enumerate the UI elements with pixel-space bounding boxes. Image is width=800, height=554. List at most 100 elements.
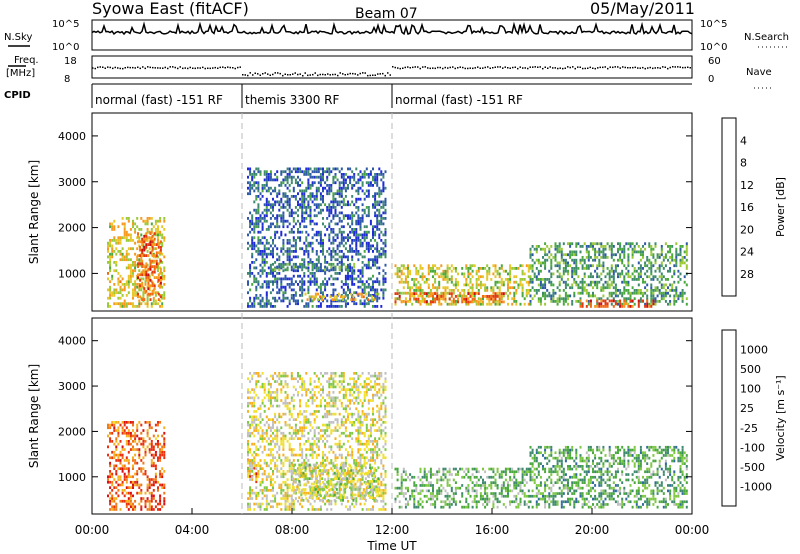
heat-cell [415, 300, 418, 303]
heat-cell [378, 186, 381, 190]
freq-sample [529, 66, 531, 68]
heat-cell [658, 267, 661, 270]
heat-cell [113, 426, 116, 430]
heat-cell [550, 280, 553, 284]
heat-cell [369, 277, 372, 281]
heat-cell [299, 437, 302, 440]
heat-cell [589, 283, 592, 287]
heat-cell [471, 275, 474, 279]
heat-cell [307, 399, 310, 402]
freq-sample [172, 66, 174, 68]
heat-cell [284, 277, 287, 281]
heat-cell [138, 236, 141, 240]
heat-cell [344, 178, 347, 182]
heat-cell [163, 291, 166, 295]
heat-cell [282, 181, 285, 185]
heat-cell [113, 239, 116, 242]
heat-cell [469, 267, 472, 270]
heat-cell [282, 203, 285, 207]
heat-cell [319, 285, 322, 289]
heat-cell [338, 250, 341, 253]
heat-cell [359, 285, 362, 289]
heat-cell [467, 269, 470, 273]
heat-cell [377, 292, 380, 296]
heat-cell [650, 291, 653, 295]
heat-cell [369, 266, 372, 270]
heat-cell [134, 291, 137, 295]
heat-cell [328, 173, 331, 176]
heat-cell [107, 494, 109, 498]
heat-cell [253, 175, 256, 179]
heat-cell [161, 285, 164, 289]
heat-cell [247, 167, 249, 171]
freq-sample [264, 72, 266, 74]
heat-cell [125, 233, 128, 237]
heat-cell [351, 175, 354, 179]
heat-cell [267, 225, 270, 229]
heat-cell [365, 296, 368, 300]
heat-cell [247, 404, 249, 408]
heat-cell [429, 292, 432, 295]
heat-cell [355, 206, 358, 209]
heat-cell [288, 175, 291, 179]
heat-cell [664, 289, 667, 292]
heat-cell [284, 382, 287, 386]
heat-cell [138, 305, 141, 308]
heat-cell [500, 278, 503, 281]
heat-cell [444, 291, 447, 295]
heat-cell [125, 236, 128, 240]
heat-cell [282, 222, 285, 226]
heat-cell [610, 283, 613, 287]
heat-cell [311, 305, 314, 308]
heat-cell [307, 261, 310, 264]
heat-cell [278, 268, 281, 272]
heat-cell [573, 253, 576, 257]
heat-cell [265, 173, 268, 176]
heat-cell [347, 200, 349, 204]
heat-cell [282, 434, 285, 438]
heat-cell [332, 178, 335, 182]
heat-cell [417, 297, 420, 301]
heat-cell [330, 200, 333, 204]
heat-cell [367, 250, 370, 253]
heat-cell [290, 230, 293, 234]
heat-cell [265, 261, 268, 264]
heat-cell [359, 219, 362, 223]
heat-cell [286, 478, 289, 481]
heat-cell [432, 269, 434, 273]
colorbar-tick-label: 4 [740, 134, 747, 147]
heat-cell [479, 286, 482, 290]
heat-cell [610, 247, 613, 251]
heat-cell [265, 274, 268, 278]
heat-cell [267, 178, 270, 182]
heat-cell [374, 263, 377, 267]
heat-cell [602, 283, 605, 287]
heat-cell [253, 296, 256, 300]
heat-cell [610, 253, 613, 257]
heat-cell [454, 300, 457, 303]
heat-cell [247, 467, 249, 470]
heat-cell [417, 300, 420, 304]
heat-cell [259, 214, 262, 218]
heat-cell [594, 242, 597, 246]
heat-cell [525, 289, 528, 292]
heat-cell [564, 264, 567, 268]
heat-cell [299, 206, 302, 209]
heat-cell [123, 302, 126, 306]
heat-cell [490, 302, 493, 306]
heat-cell [440, 291, 443, 295]
heat-cell [290, 415, 293, 419]
heat-cell [550, 267, 553, 270]
heat-cell [683, 275, 686, 279]
heat-cell [429, 269, 432, 273]
heat-cell [157, 245, 160, 249]
heat-cell [311, 192, 314, 196]
heat-cell [150, 459, 153, 462]
heat-cell [134, 252, 137, 256]
freq-sample [354, 73, 356, 75]
heat-cell [667, 286, 669, 290]
heat-cell [134, 230, 137, 234]
heat-cell [119, 291, 122, 295]
heat-cell [477, 267, 480, 270]
heat-cell [492, 291, 495, 295]
